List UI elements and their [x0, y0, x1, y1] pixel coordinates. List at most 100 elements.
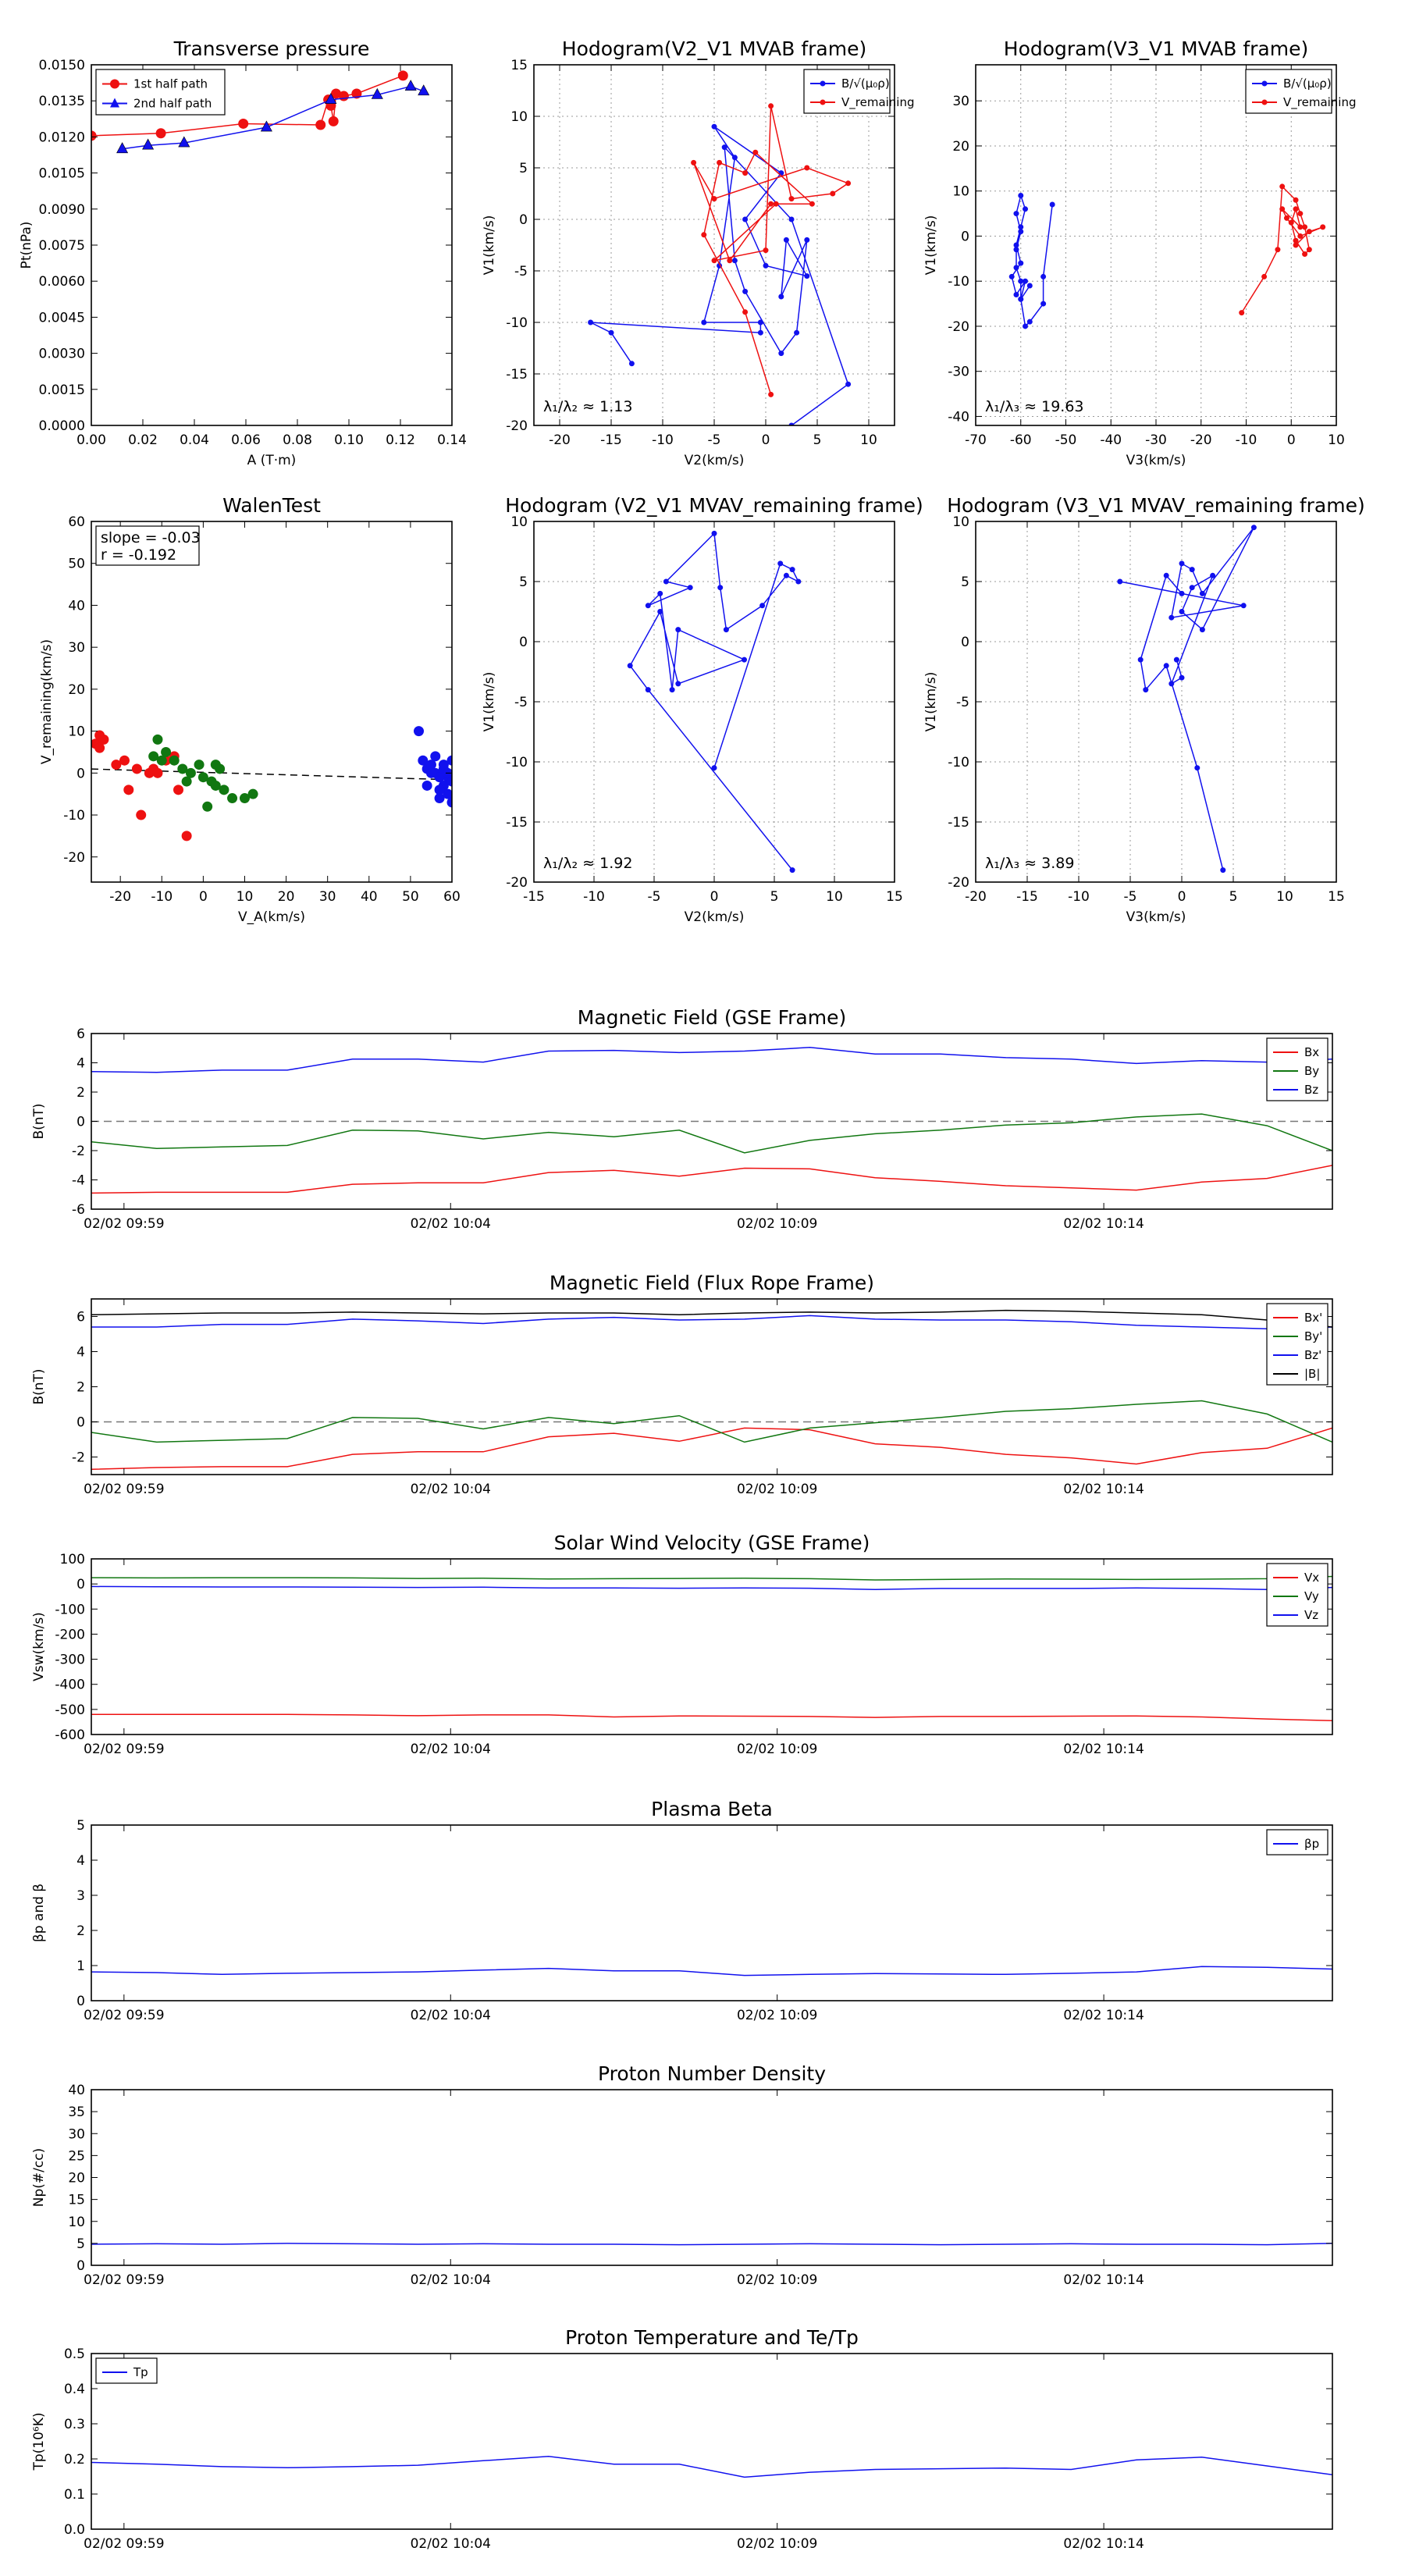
y-tick-label: 35: [68, 2105, 85, 2120]
x-tick-label: 10: [1328, 432, 1345, 448]
data-point: [1240, 603, 1247, 609]
data-point: [116, 142, 129, 154]
data-point: [768, 103, 774, 109]
x-tick-label: 02/02 10:14: [1063, 2008, 1144, 2023]
data-point: [1306, 247, 1312, 253]
x-tick-label: 5: [770, 889, 779, 905]
y-axis-label: B(nT): [31, 1103, 47, 1139]
legend: Tp: [95, 2357, 158, 2384]
x-tick-label: 02/02 10:09: [737, 2008, 817, 2023]
y-tick-label: 0: [519, 635, 528, 650]
x-tick-label: 15: [886, 889, 903, 905]
plot-area: [91, 1966, 1332, 1976]
legend-box: [803, 69, 891, 114]
data-point: [227, 793, 238, 804]
y-tick-label: -10: [948, 755, 969, 770]
data-point: [1026, 318, 1033, 325]
data-point: [788, 196, 795, 202]
x-tick-label: -30: [1145, 432, 1167, 448]
legend-label: 1st half path: [133, 77, 208, 91]
y-tick-label: 0: [76, 766, 85, 781]
data-point: [645, 687, 651, 693]
plot-area: [91, 2243, 1332, 2246]
data-point: [98, 734, 109, 745]
legend-box: [95, 2357, 158, 2384]
data-point: [371, 87, 383, 99]
chart-walen: WalenTest -20 -10 0 10 20 30 40 50 60 -20 -10 0 10 20 3…: [39, 494, 461, 925]
y-tick-label: 2: [76, 1923, 85, 1939]
y-tick-label: -15: [506, 815, 528, 831]
data-point: [1168, 681, 1175, 687]
data-point: [1199, 627, 1205, 633]
chart-h2: Hodogram(V3_V1 MVAB frame) -70 -60 -50 -40 -3…: [923, 37, 1357, 468]
data-point: [239, 793, 250, 804]
data-point: [1297, 233, 1304, 239]
data-point: [1220, 867, 1226, 873]
data-point: [711, 258, 717, 264]
chart-title: Hodogram(V3_V1 MVAB frame): [1004, 37, 1308, 60]
data-point: [752, 149, 759, 155]
chart-title: Hodogram (V3_V1 MVAV_remaining frame): [947, 494, 1365, 517]
data-point: [1018, 296, 1024, 302]
data-point: [1279, 206, 1286, 212]
y-tick-label: 0: [519, 212, 528, 228]
data-point: [1297, 224, 1304, 230]
x-tick-label: 0.02: [128, 432, 158, 448]
data-point: [687, 585, 693, 591]
x-tick-label: 5: [1229, 889, 1238, 905]
x-tick-label: 02/02 09:59: [84, 2272, 164, 2288]
data-point: [430, 751, 441, 762]
data-point: [1179, 609, 1185, 614]
legend-label: B/√(μ₀ρ): [841, 76, 890, 91]
y-axis-label: V1(km/s): [923, 215, 939, 276]
y-tick-label: 0.0135: [39, 94, 85, 109]
data-point: [778, 350, 784, 357]
y-tick-label: -100: [55, 1602, 85, 1617]
x-tick-label: -20: [109, 889, 131, 905]
plot-area: [1117, 525, 1257, 873]
data-point: [763, 247, 769, 254]
y-tick-label: 0.0105: [39, 166, 85, 182]
data-point: [1179, 560, 1185, 567]
data-point: [789, 567, 795, 573]
y-tick-label: 4: [76, 1056, 85, 1072]
data-point: [773, 201, 779, 207]
x-axis-label: V2(km/s): [685, 453, 745, 468]
x-tick-label: -60: [1010, 432, 1032, 448]
chart-title: Proton Temperature and Te/Tp: [565, 2326, 859, 2349]
y-tick-label: -2: [72, 1450, 85, 1466]
series-line: [91, 1966, 1332, 1976]
legend: 1st half path 2nd half path: [95, 69, 226, 116]
data-point: [768, 391, 774, 397]
series-line: [91, 2243, 1332, 2246]
data-point: [1320, 224, 1326, 230]
series-line: [1119, 527, 1255, 870]
data-point: [795, 578, 802, 585]
x-tick-label: -10: [151, 889, 173, 905]
data-point: [446, 776, 452, 787]
y-tick-label: 5: [961, 575, 969, 590]
series-line: [91, 1575, 1332, 1581]
y-axis-label: βp and β: [31, 1884, 47, 1942]
data-point: [1297, 211, 1304, 217]
legend-marker: [820, 80, 826, 87]
data-point: [1018, 224, 1024, 230]
data-point: [804, 165, 810, 171]
legend-marker: [110, 98, 119, 108]
x-axis-label: V_A(km/s): [238, 909, 305, 925]
x-tick-label: -20: [549, 432, 571, 448]
data-point: [727, 258, 733, 264]
y-tick-label: 20: [68, 682, 85, 698]
data-point: [645, 603, 651, 609]
x-tick-label: -5: [708, 432, 721, 448]
series-line: [91, 1400, 1332, 1443]
legend: Bx' By' Bz' |B|: [1266, 1303, 1329, 1386]
x-axis-label: V2(km/s): [685, 909, 745, 925]
data-point: [763, 262, 769, 269]
legend: βp: [1266, 1829, 1329, 1856]
data-point: [711, 530, 717, 536]
data-point: [404, 80, 417, 91]
y-tick-label: 0.0120: [39, 130, 85, 145]
series-line: [91, 1047, 1332, 1073]
